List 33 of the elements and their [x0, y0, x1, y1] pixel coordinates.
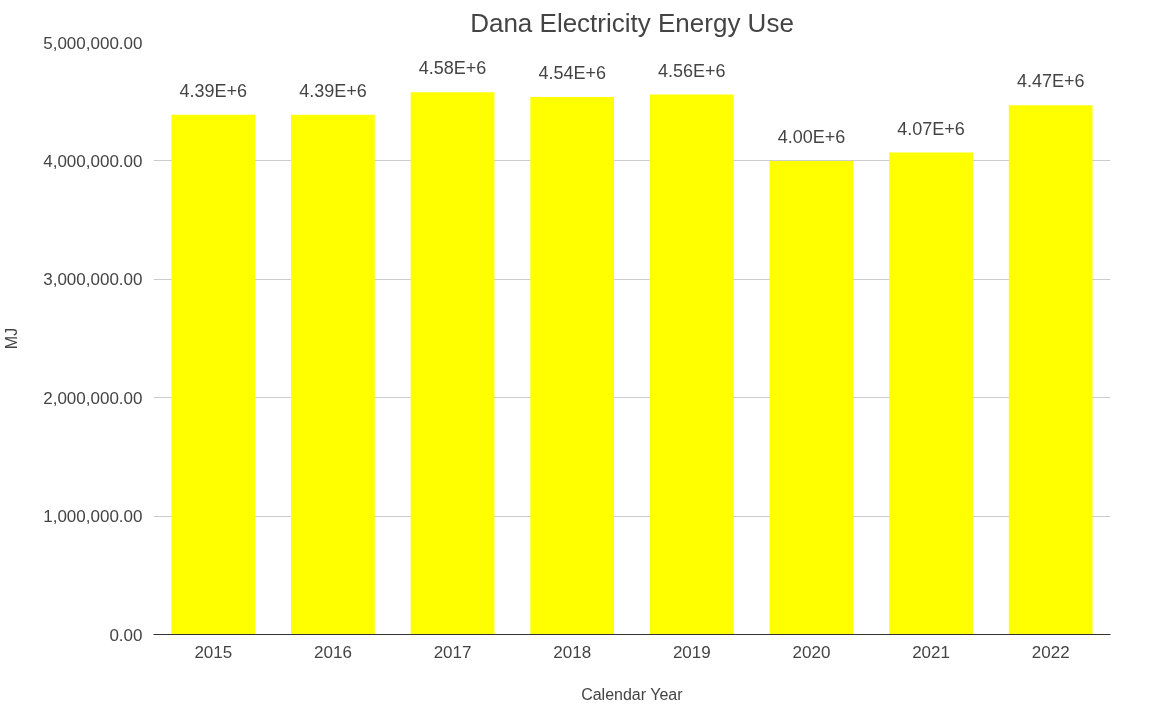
data-label: 4.56E+6: [658, 60, 726, 81]
y-axis-title: MJ: [3, 327, 21, 350]
data-label: 4.47E+6: [1016, 71, 1085, 92]
data-label: 4.39E+6: [179, 80, 248, 101]
x-tick-label: 2022: [1031, 642, 1070, 662]
x-tick-label: 2016: [314, 642, 352, 662]
data-label: 4.58E+6: [418, 58, 487, 79]
bar: [889, 152, 973, 635]
x-tick-label: 2018: [553, 642, 592, 662]
bar: [1008, 105, 1093, 635]
y-tick-label: 2,000,000.00: [43, 388, 143, 408]
data-label: 4.00E+6: [777, 126, 846, 147]
y-tick-label: 4,000,000.00: [43, 151, 143, 171]
bar: [171, 114, 256, 635]
x-tick-label: 2017: [433, 642, 472, 662]
x-tick-label: 2019: [672, 642, 711, 662]
data-label: 4.07E+6: [897, 118, 965, 139]
bar: [291, 114, 375, 635]
data-label: 4.39E+6: [299, 80, 367, 101]
x-tick-label: 2021: [912, 642, 950, 662]
y-tick-label: 3,000,000.00: [43, 270, 143, 290]
chart-title: Dana Electricity Energy Use: [470, 7, 794, 38]
x-axis-title: Calendar Year: [581, 685, 684, 703]
x-tick-label: 2015: [194, 642, 233, 662]
y-tick-label: 5,000,000.00: [43, 33, 143, 53]
bar: [530, 96, 615, 635]
data-label: 4.54E+6: [538, 62, 606, 83]
y-tick-label: 0.00: [109, 625, 143, 645]
bar: [410, 92, 495, 635]
bar: [769, 160, 854, 635]
bar: [649, 94, 734, 635]
y-tick-label: 1,000,000.00: [43, 507, 143, 527]
x-tick-label: 2020: [792, 642, 831, 662]
